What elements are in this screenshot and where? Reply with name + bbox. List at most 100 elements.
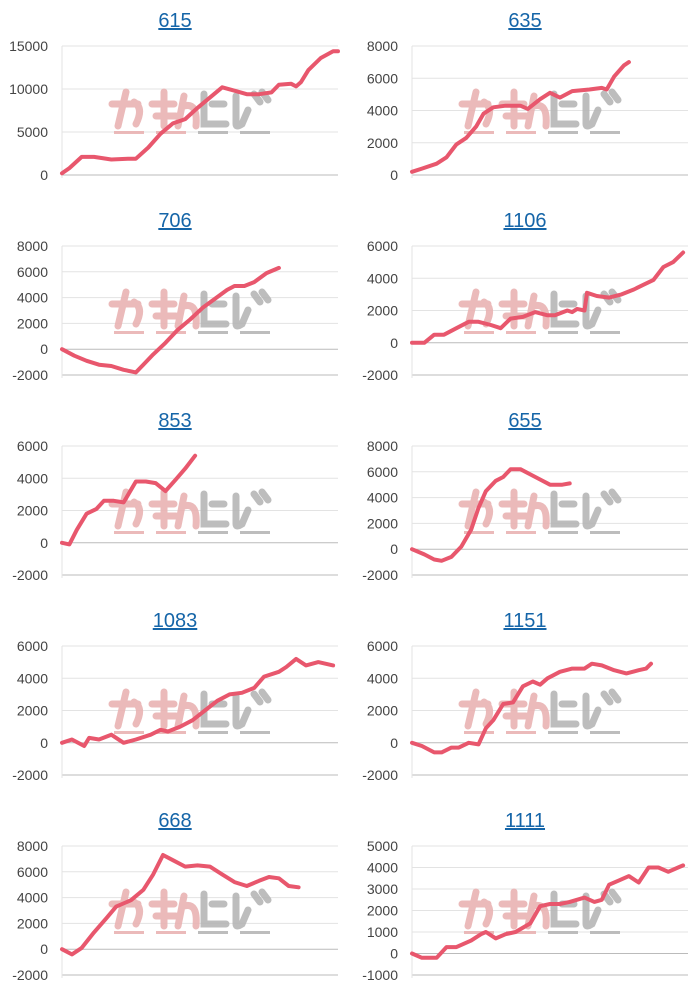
series-line — [410, 60, 631, 174]
y-tick-label: 0 — [40, 735, 48, 751]
chart-title-link[interactable]: 615 — [158, 10, 192, 32]
y-tick-label: -1000 — [362, 967, 398, 983]
chart-title-link[interactable]: 706 — [158, 210, 192, 232]
chart-panel-655: 655 -2000 0 2000 4000 6000 8000 — [350, 400, 700, 600]
chart-plot: -1000 0 1000 2000 3000 4000 5000 — [362, 838, 688, 983]
series-line — [60, 656, 336, 748]
y-tick-label: -2000 — [362, 767, 398, 783]
y-tick-label: 0 — [40, 167, 48, 183]
y-tick-label: 2000 — [367, 515, 398, 531]
chart-plot: 0 5000 10000 15000 — [9, 38, 340, 183]
chart-plot: -2000 0 2000 4000 6000 8000 — [362, 438, 688, 583]
y-tick-label: 2000 — [17, 315, 48, 331]
y-tick-label: 0 — [390, 167, 398, 183]
y-tick-label: 4000 — [17, 470, 48, 486]
min-repo-logo-watermark — [458, 888, 622, 934]
min-repo-logo-watermark — [108, 688, 272, 734]
y-tick-label: 2000 — [17, 503, 48, 519]
y-tick-label: 0 — [40, 341, 48, 357]
y-tick-label: -2000 — [362, 367, 398, 383]
chart-title-link[interactable]: 1083 — [152, 610, 198, 632]
chart-title-link[interactable]: 635 — [508, 10, 542, 32]
y-tick-label: 0 — [40, 535, 48, 551]
y-tick-label: 4000 — [17, 290, 48, 306]
y-tick-label: 4000 — [367, 860, 398, 876]
y-tick-label: 2000 — [367, 903, 398, 919]
y-tick-label: 0 — [390, 735, 398, 751]
chart-plot: -2000 0 2000 4000 6000 — [362, 238, 688, 383]
series-line — [60, 453, 198, 547]
y-tick-label: 0 — [390, 335, 398, 351]
min-repo-logo-watermark — [108, 488, 272, 534]
y-tick-label: 2000 — [17, 703, 48, 719]
y-tick-label: 6000 — [367, 70, 398, 86]
y-tick-label: -2000 — [12, 967, 48, 983]
y-tick-label: 0 — [40, 941, 48, 957]
chart-plot: -2000 0 2000 4000 6000 — [12, 638, 338, 783]
chart-title-link[interactable]: 668 — [158, 810, 192, 832]
chart-panel-1151: 1151 -2000 0 2000 4000 6000 — [350, 600, 700, 800]
y-tick-label: 3000 — [367, 881, 398, 897]
y-tick-label: 2000 — [367, 135, 398, 151]
min-repo-logo-watermark — [108, 888, 272, 934]
chart-panel-668: 668 -2000 0 2000 4000 6000 8000 — [0, 800, 350, 1000]
y-tick-label: 5000 — [17, 124, 48, 140]
series-line — [60, 853, 301, 957]
y-tick-label: 10000 — [9, 81, 48, 97]
chart-panel-1106: 1106 -2000 0 2000 4000 6000 — [350, 200, 700, 400]
y-tick-label: 6000 — [367, 238, 398, 254]
chart-panel-706: 706 -2000 0 2000 4000 6000 8000 — [0, 200, 350, 400]
min-repo-logo-watermark — [458, 88, 622, 134]
chart-title-link[interactable]: 1106 — [503, 210, 547, 232]
y-tick-label: 4000 — [367, 490, 398, 506]
chart-panel-615: 615 0 5000 10000 15000 — [0, 0, 350, 200]
min-repo-logo-watermark — [458, 688, 622, 734]
chart-panel-1083: 1083 -2000 0 2000 4000 6000 — [0, 600, 350, 800]
chart-title-link[interactable]: 1111 — [504, 810, 546, 832]
chart-title-link[interactable]: 1151 — [503, 610, 547, 632]
y-tick-label: 0 — [390, 946, 398, 962]
y-tick-label: 2000 — [17, 915, 48, 931]
y-tick-label: -2000 — [12, 567, 48, 583]
y-tick-label: 1000 — [367, 924, 398, 940]
chart-title-link[interactable]: 853 — [158, 410, 192, 432]
series-line — [60, 265, 281, 375]
y-tick-label: -2000 — [12, 367, 48, 383]
y-tick-label: 6000 — [367, 464, 398, 480]
y-tick-label: 8000 — [17, 238, 48, 254]
series-line — [410, 863, 686, 960]
y-tick-label: 4000 — [367, 270, 398, 286]
y-tick-label: -2000 — [12, 767, 48, 783]
min-repo-logo-watermark — [458, 488, 622, 534]
y-tick-label: 6000 — [367, 638, 398, 654]
series-line — [60, 49, 340, 176]
chart-plot: -2000 0 2000 4000 6000 — [362, 638, 688, 783]
y-tick-label: 6000 — [17, 864, 48, 880]
series-line — [410, 467, 572, 563]
y-tick-label: 8000 — [17, 838, 48, 854]
y-tick-label: 4000 — [17, 670, 48, 686]
chart-plot: -2000 0 2000 4000 6000 8000 — [12, 238, 338, 383]
y-tick-label: 8000 — [367, 438, 398, 454]
chart-plot: -2000 0 2000 4000 6000 8000 — [12, 838, 338, 983]
y-tick-label: 6000 — [17, 438, 48, 454]
chart-plot: -2000 0 2000 4000 6000 — [12, 438, 338, 583]
series-line — [410, 661, 653, 755]
y-tick-label: 4000 — [367, 103, 398, 119]
min-repo-logo-watermark — [108, 288, 272, 334]
chart-panel-1111: 1111 -1000 0 1000 2000 3000 4000 5000 — [350, 800, 700, 1000]
series-line — [410, 250, 686, 345]
y-tick-label: 2000 — [367, 703, 398, 719]
y-tick-label: 8000 — [367, 38, 398, 54]
y-tick-label: 4000 — [17, 890, 48, 906]
chart-panel-635: 635 0 2000 4000 6000 8000 — [350, 0, 700, 200]
chart-panel-853: 853 -2000 0 2000 4000 6000 — [0, 400, 350, 600]
chart-plot: 0 2000 4000 6000 8000 — [367, 38, 688, 183]
y-tick-label: 6000 — [17, 264, 48, 280]
y-tick-label: 15000 — [9, 38, 48, 54]
y-tick-label: 2000 — [367, 303, 398, 319]
y-tick-label: 4000 — [367, 670, 398, 686]
chart-title-link[interactable]: 655 — [508, 410, 542, 432]
y-tick-label: 5000 — [367, 838, 398, 854]
